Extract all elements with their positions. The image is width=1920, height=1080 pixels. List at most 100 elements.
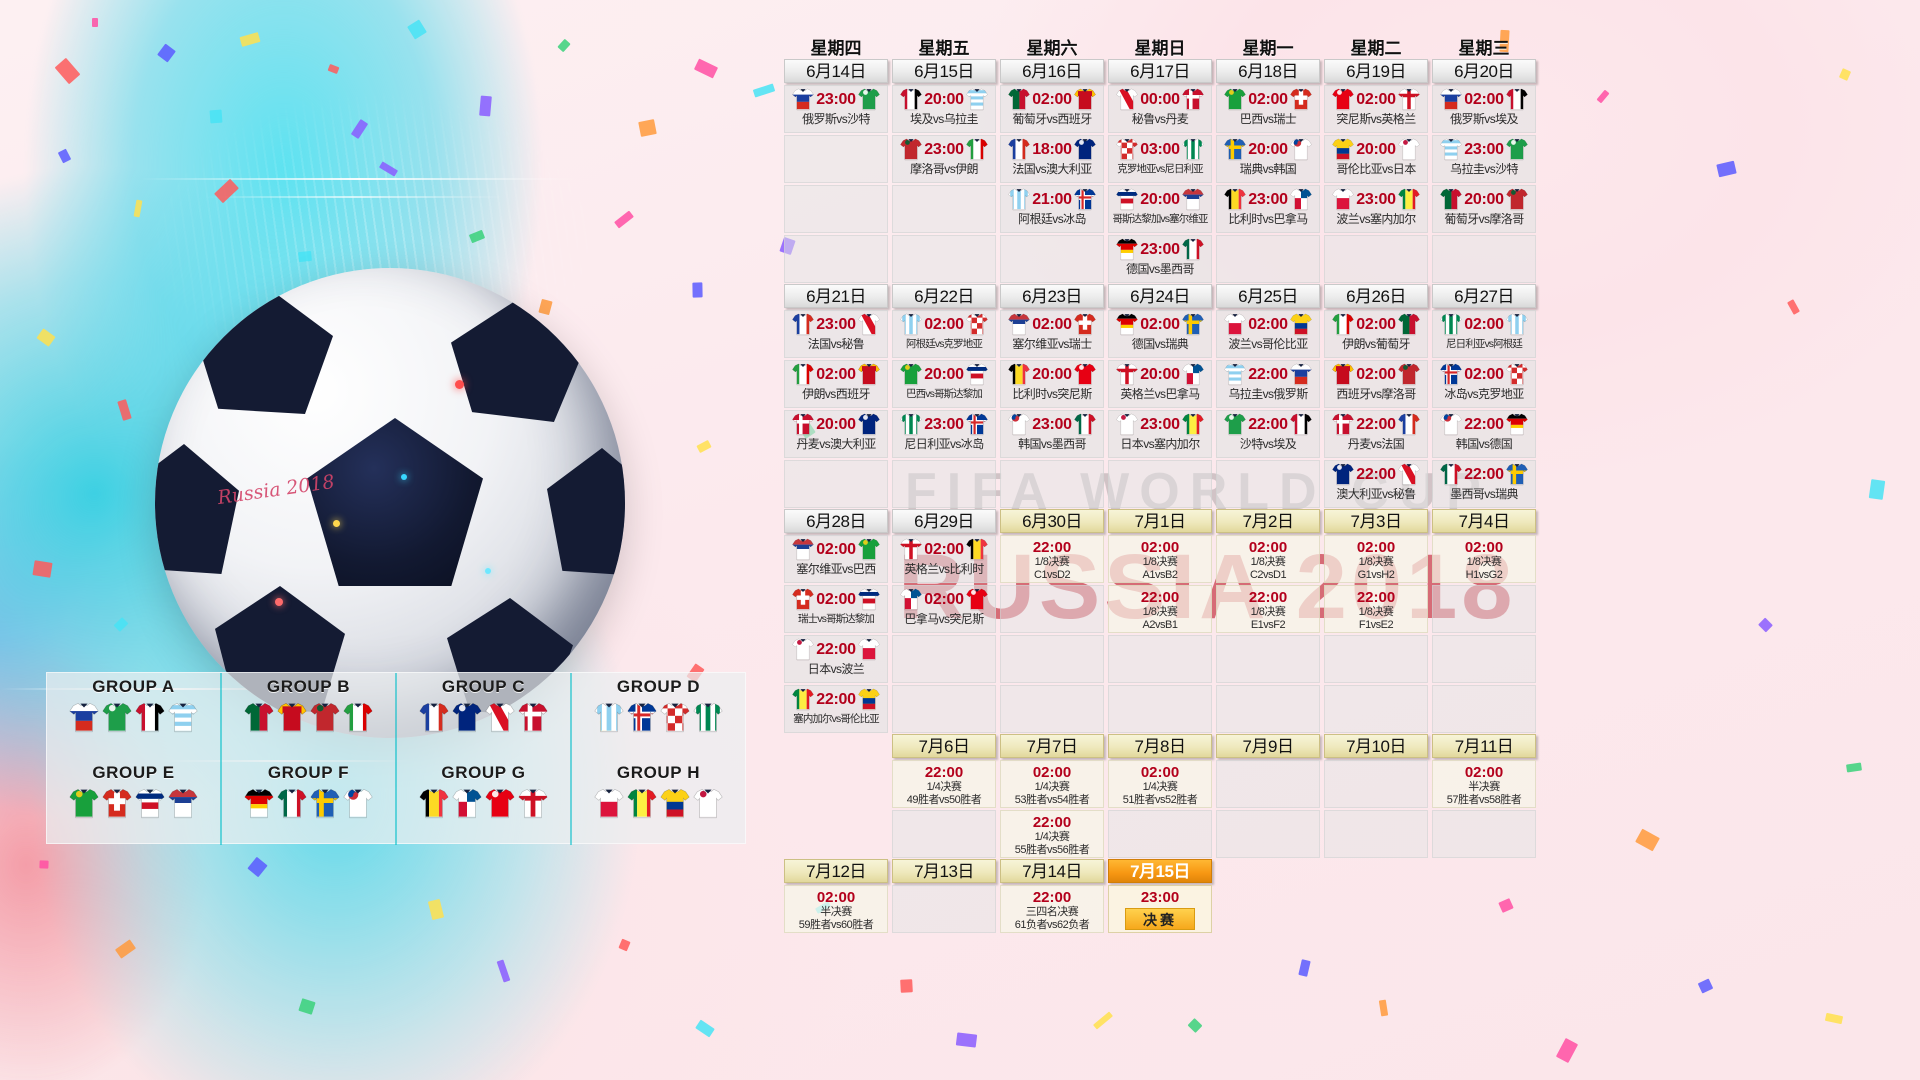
match-cell[interactable]: 22:00 丹麦vs法国 — [1324, 410, 1428, 458]
calendar-day-6月19日[interactable]: 6月19日 02:00 — [1324, 59, 1428, 283]
match-cell-final[interactable]: 23:00 决赛 — [1108, 885, 1212, 933]
calendar-day-6月16日[interactable]: 6月16日 02:00 — [1000, 59, 1104, 283]
match-cell[interactable]: 21:00 阿根廷vs冰岛 — [1000, 185, 1104, 233]
day-date-label[interactable]: 6月16日 — [1000, 59, 1104, 83]
calendar-day-6月26日[interactable]: 6月26日 02:00 — [1324, 284, 1428, 508]
calendar-day-7月6日[interactable]: 7月6日 22:00 1/4决赛 49胜者vs50胜者 — [892, 734, 996, 858]
match-cell[interactable]: 23:00 德国vs墨西哥 — [1108, 235, 1212, 283]
match-cell[interactable]: 20:00 巴西vs哥斯达黎加 — [892, 360, 996, 408]
match-cell[interactable]: 22:00 澳大利亚vs秘鲁 — [1324, 460, 1428, 508]
match-cell-knockout[interactable]: 22:00 三四名决赛 61负者vs62负者 — [1000, 885, 1104, 933]
calendar-day-6月27日[interactable]: 6月27日 02:00 — [1432, 284, 1536, 508]
calendar-day-6月29日[interactable]: 6月29日 02:00 — [892, 509, 996, 733]
group-a[interactable]: GROUP A — [47, 673, 222, 759]
group-h[interactable]: GROUP H — [572, 759, 745, 845]
match-cell[interactable]: 02:00 葡萄牙vs西班牙 — [1000, 85, 1104, 133]
calendar-day-7月4日[interactable]: 7月4日 02:00 1/8决赛 H1vsG2 — [1432, 509, 1536, 733]
calendar-day-6月17日[interactable]: 6月17日 00:00 — [1108, 59, 1212, 283]
day-date-label[interactable]: 6月15日 — [892, 59, 996, 83]
day-date-label[interactable]: 6月25日 — [1216, 284, 1320, 308]
match-cell[interactable]: 02:00 巴拿马vs突尼斯 — [892, 585, 996, 633]
match-cell[interactable]: 02:00 巴西vs瑞士 — [1216, 85, 1320, 133]
day-date-label[interactable]: 7月12日 — [784, 859, 888, 883]
calendar-day-6月18日[interactable]: 6月18日 02:00 — [1216, 59, 1320, 283]
day-date-label[interactable]: 6月19日 — [1324, 59, 1428, 83]
calendar-day-6月23日[interactable]: 6月23日 02:00 — [1000, 284, 1104, 508]
match-cell[interactable]: 20:00 葡萄牙vs摩洛哥 — [1432, 185, 1536, 233]
calendar-day-6月22日[interactable]: 6月22日 02:00 — [892, 284, 996, 508]
calendar-day-7月13日[interactable]: 7月13日 — [892, 859, 996, 933]
match-cell-knockout[interactable]: 22:00 1/8决赛 E1vsF2 — [1216, 585, 1320, 633]
calendar-day-7月7日[interactable]: 7月7日 02:00 1/4决赛 53胜者vs54胜者 22:00 1/4决赛 … — [1000, 734, 1104, 858]
match-cell[interactable]: 20:00 丹麦vs澳大利亚 — [784, 410, 888, 458]
day-date-label[interactable]: 6月26日 — [1324, 284, 1428, 308]
calendar-day-6月21日[interactable]: 6月21日 23:00 — [784, 284, 888, 508]
match-cell[interactable]: 20:00 瑞典vs韩国 — [1216, 135, 1320, 183]
calendar-day-7月8日[interactable]: 7月8日 02:00 1/4决赛 51胜者vs52胜者 — [1108, 734, 1212, 858]
match-cell[interactable]: 23:00 尼日利亚vs冰岛 — [892, 410, 996, 458]
day-date-label[interactable]: 7月1日 — [1108, 509, 1212, 533]
day-date-label[interactable]: 7月10日 — [1324, 734, 1428, 758]
match-cell[interactable]: 20:00 比利时vs突尼斯 — [1000, 360, 1104, 408]
calendar-day-7月2日[interactable]: 7月2日 02:00 1/8决赛 C2vsD1 22:00 1/8决赛 E1vs… — [1216, 509, 1320, 733]
match-cell-knockout[interactable]: 02:00 1/8决赛 A1vsB2 — [1108, 535, 1212, 583]
calendar-day-7月11日[interactable]: 7月11日 02:00 半决赛 57胜者vs58胜者 — [1432, 734, 1536, 858]
day-date-label[interactable]: 6月29日 — [892, 509, 996, 533]
group-c[interactable]: GROUP C — [397, 673, 572, 759]
calendar-day-7月9日[interactable]: 7月9日 — [1216, 734, 1320, 858]
calendar-day-7月14日[interactable]: 7月14日 22:00 三四名决赛 61负者vs62负者 — [1000, 859, 1104, 933]
match-cell[interactable]: 22:00 韩国vs德国 — [1432, 410, 1536, 458]
match-cell[interactable]: 03:00 克罗地亚vs尼日利亚 — [1108, 135, 1212, 183]
match-cell-knockout[interactable]: 02:00 1/4决赛 51胜者vs52胜者 — [1108, 760, 1212, 808]
group-d[interactable]: GROUP D — [572, 673, 745, 759]
day-date-label[interactable]: 7月9日 — [1216, 734, 1320, 758]
match-cell[interactable]: 02:00 — [1432, 360, 1536, 408]
match-cell[interactable]: 02:00 俄罗斯vs埃及 — [1432, 85, 1536, 133]
match-cell-knockout[interactable]: 02:00 半决赛 59胜者vs60胜者 — [784, 885, 888, 933]
match-cell[interactable]: 02:00 — [892, 310, 996, 358]
match-cell[interactable]: 20:00 埃及vs乌拉圭 — [892, 85, 996, 133]
match-cell[interactable]: 23:00 乌拉圭vs沙特 — [1432, 135, 1536, 183]
day-date-label[interactable]: 6月17日 — [1108, 59, 1212, 83]
match-cell-knockout[interactable]: 02:00 1/8决赛 G1vsH2 — [1324, 535, 1428, 583]
match-cell[interactable]: 02:00 伊朗vs葡萄牙 — [1324, 310, 1428, 358]
match-cell[interactable]: 23:00 摩洛哥vs伊朗 — [892, 135, 996, 183]
match-cell-knockout[interactable]: 22:00 1/8决赛 F1vsE2 — [1324, 585, 1428, 633]
match-cell[interactable]: 02:00 塞尔维亚vs巴西 — [784, 535, 888, 583]
match-cell[interactable]: 20:00 哥斯达黎加vs塞尔维亚 — [1108, 185, 1212, 233]
day-date-label[interactable]: 7月3日 — [1324, 509, 1428, 533]
day-date-label[interactable]: 7月14日 — [1000, 859, 1104, 883]
match-cell-knockout[interactable]: 22:00 1/4决赛 55胜者vs56胜者 — [1000, 810, 1104, 858]
match-cell[interactable]: 23:00 波兰vs塞内加尔 — [1324, 185, 1428, 233]
calendar-day-6月15日[interactable]: 6月15日 20:00 — [892, 59, 996, 283]
match-cell-knockout[interactable]: 02:00 1/8决赛 C2vsD1 — [1216, 535, 1320, 583]
match-cell[interactable]: 18:00 法国vs澳大利亚 — [1000, 135, 1104, 183]
match-cell[interactable]: 02:00 尼日利亚vs阿根廷 — [1432, 310, 1536, 358]
calendar-day-6月14日[interactable]: 6月14日 23:00 — [784, 59, 888, 283]
group-g[interactable]: GROUP G — [397, 759, 572, 845]
match-cell[interactable]: 22:00 墨西哥vs瑞典 — [1432, 460, 1536, 508]
day-date-label[interactable]: 7月7日 — [1000, 734, 1104, 758]
calendar-day-7月1日[interactable]: 7月1日 02:00 1/8决赛 A1vsB2 22:00 1/8决赛 A2vs… — [1108, 509, 1212, 733]
day-date-label[interactable]: 6月24日 — [1108, 284, 1212, 308]
day-date-label[interactable]: 6月27日 — [1432, 284, 1536, 308]
match-cell[interactable]: 02:00 英格兰vs比利时 — [892, 535, 996, 583]
calendar-day-6月20日[interactable]: 6月20日 02:00 — [1432, 59, 1536, 283]
day-date-label[interactable]: 6月18日 — [1216, 59, 1320, 83]
match-cell[interactable]: 02:00 波兰vs哥伦比亚 — [1216, 310, 1320, 358]
match-cell[interactable]: 00:00 秘鲁vs丹麦 — [1108, 85, 1212, 133]
match-cell[interactable]: 02:00 塞尔维亚vs瑞士 — [1000, 310, 1104, 358]
day-date-label[interactable]: 6月28日 — [784, 509, 888, 533]
day-date-label[interactable]: 6月20日 — [1432, 59, 1536, 83]
match-cell[interactable]: 23:00 比利时vs巴拿马 — [1216, 185, 1320, 233]
match-cell-knockout[interactable]: 22:00 1/8决赛 C1vsD2 — [1000, 535, 1104, 583]
day-date-label[interactable]: 7月2日 — [1216, 509, 1320, 533]
match-cell-knockout[interactable]: 02:00 半决赛 57胜者vs58胜者 — [1432, 760, 1536, 808]
match-cell[interactable]: 02:00 瑞士vs哥斯达黎加 — [784, 585, 888, 633]
day-date-label[interactable]: 7月11日 — [1432, 734, 1536, 758]
day-date-label[interactable]: 6月14日 — [784, 59, 888, 83]
match-cell-knockout[interactable]: 02:00 1/4决赛 53胜者vs54胜者 — [1000, 760, 1104, 808]
match-cell[interactable]: 22:00 塞内加尔vs哥伦比亚 — [784, 685, 888, 733]
match-cell[interactable]: 23:00 韩国vs墨西哥 — [1000, 410, 1104, 458]
group-e[interactable]: GROUP E — [47, 759, 222, 845]
